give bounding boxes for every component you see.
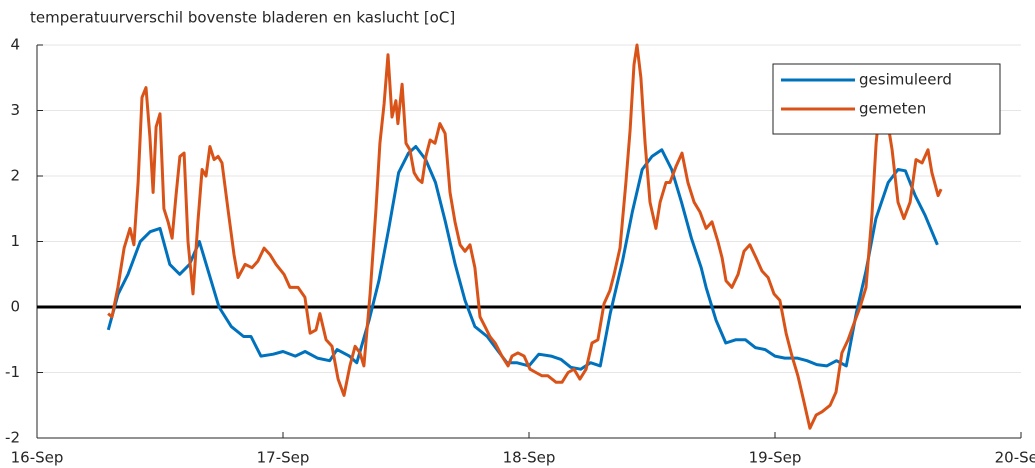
legend-label: gesimuleerd bbox=[859, 71, 952, 89]
x-tick-label: 20-Sep bbox=[995, 449, 1035, 467]
y-tick-label: 1 bbox=[10, 232, 20, 250]
y-tick-label: -1 bbox=[5, 363, 20, 381]
x-tick-label: 17-Sep bbox=[257, 449, 310, 467]
series-line bbox=[106, 145, 939, 371]
y-tick-label: 3 bbox=[10, 101, 20, 119]
legend: gesimuleerd gemeten bbox=[772, 63, 1001, 135]
x-tick-label: 19-Sep bbox=[749, 449, 802, 467]
series-line bbox=[107, 43, 943, 430]
legend-label: gemeten bbox=[859, 100, 926, 118]
y-tick-label: -2 bbox=[5, 429, 20, 447]
y-tick-label: 2 bbox=[10, 167, 20, 185]
y-tick-label: 4 bbox=[10, 36, 20, 54]
chart-title: temperatuurverschil bovenste bladeren en… bbox=[30, 9, 455, 27]
x-tick-label: 16-Sep bbox=[11, 449, 64, 467]
x-tick-label: 18-Sep bbox=[503, 449, 556, 467]
y-tick-label: 0 bbox=[10, 298, 20, 316]
legend-box bbox=[772, 63, 1001, 135]
